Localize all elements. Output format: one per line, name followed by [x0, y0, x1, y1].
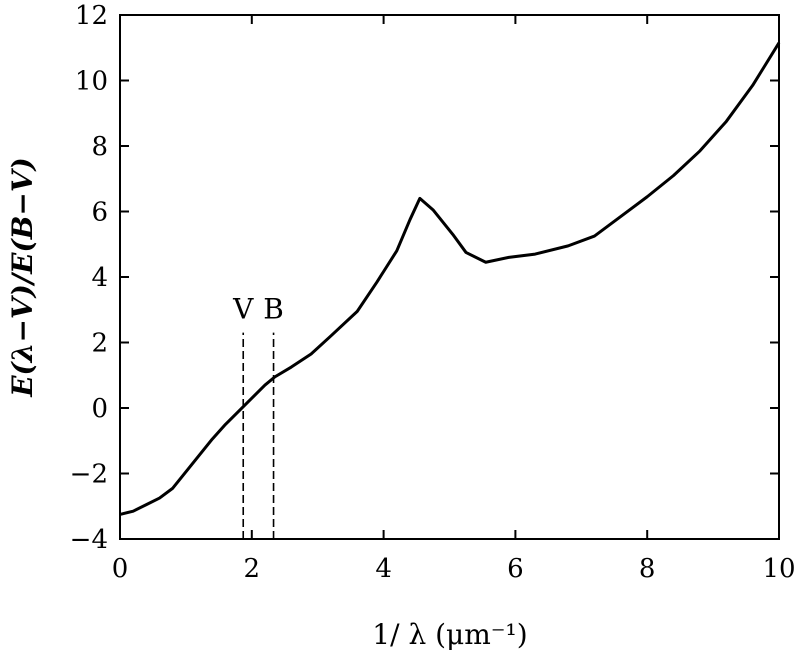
x-tick-label: 8 [639, 554, 656, 584]
band-marker-label: B [263, 293, 284, 326]
tick-labels: 0 2 4 6 8 10 −4 −2 0 2 4 6 8 10 12 [70, 1, 796, 584]
x-axis-label: 1/ λ (μm⁻¹) [372, 618, 527, 651]
x-tick-label: 2 [244, 554, 261, 584]
x-tick-label: 4 [375, 554, 392, 584]
x-tick-label: 10 [762, 554, 795, 584]
axis-ticks [119, 14, 780, 540]
y-tick-label: 8 [91, 132, 108, 162]
plot-frame [119, 14, 780, 540]
extinction-curve-line [119, 42, 781, 516]
y-tick-label: −2 [70, 460, 108, 490]
y-tick-label: 0 [91, 394, 108, 424]
y-tick-label: 12 [75, 1, 108, 31]
y-tick-label: 4 [91, 263, 108, 293]
y-tick-label: 6 [91, 198, 108, 228]
x-tick-label: 0 [112, 554, 129, 584]
y-axis-label: E(λ−V)/E(B−V) [6, 157, 39, 398]
y-tick-label: 2 [91, 329, 108, 359]
band-marker-label: V [232, 293, 254, 326]
y-tick-label: 10 [75, 67, 108, 97]
y-tick-label: −4 [70, 525, 108, 555]
x-tick-label: 6 [507, 554, 524, 584]
